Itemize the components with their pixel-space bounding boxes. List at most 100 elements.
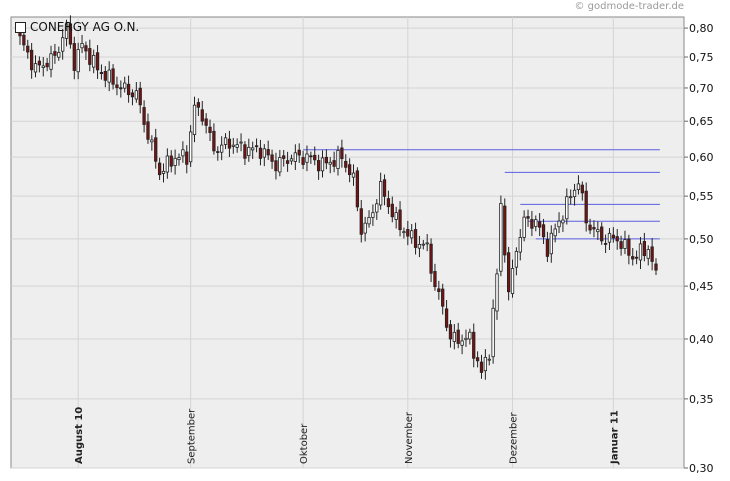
candle-body (336, 150, 340, 169)
candle-body (561, 219, 565, 224)
candle-body (192, 104, 197, 136)
candle-body (596, 229, 600, 233)
candle-body (514, 251, 519, 268)
candle-body (107, 69, 111, 83)
candle-body (146, 121, 150, 140)
candle-body (444, 308, 449, 328)
candle-body (406, 229, 410, 237)
candle-body (80, 43, 84, 49)
y-tick-label: 0,70 (689, 82, 714, 95)
candle-body (22, 34, 26, 46)
candle-body (340, 147, 344, 160)
candle-body (371, 212, 375, 218)
candle-body (181, 149, 185, 157)
candle-body (313, 154, 317, 161)
candle-body (565, 196, 569, 220)
candle-body (631, 256, 635, 260)
candle-body (119, 87, 123, 90)
candle-body (460, 340, 464, 346)
x-tick-label: Oktober (299, 423, 310, 464)
candle-body (421, 243, 425, 246)
x-axis: August 10 September Oktober November Dezembe… (74, 407, 620, 465)
candle-body (603, 243, 608, 245)
candle-body (627, 238, 631, 256)
candle-body (425, 242, 429, 245)
y-tick-label: 0,45 (689, 280, 714, 293)
candle-body (623, 239, 627, 249)
candle-body (580, 184, 584, 194)
x-tick-label: September (187, 408, 198, 464)
candle-body (111, 68, 115, 85)
candlesticks (18, 15, 658, 380)
y-tick-label: 0,40 (689, 333, 714, 346)
candle-body (375, 203, 379, 213)
source-credit: © godmode-trader.de (574, 1, 685, 12)
candle-body (270, 154, 274, 162)
candle-body (316, 160, 321, 172)
candle-body (553, 228, 557, 237)
candle-body (208, 126, 212, 133)
candle-body (301, 157, 305, 165)
candle-body (26, 45, 30, 53)
candle-body (506, 252, 511, 293)
candle-body (309, 155, 313, 158)
candle-body (522, 216, 526, 238)
candle-body (472, 331, 476, 359)
candle-body (545, 239, 550, 257)
candle-body (600, 226, 604, 242)
candle-body (188, 131, 193, 163)
candle-body (150, 139, 154, 143)
candle-body (499, 203, 503, 272)
candle-body (448, 324, 453, 340)
y-tick-label: 0,35 (689, 393, 714, 406)
candle-body (220, 144, 224, 153)
candle-body (37, 60, 42, 66)
candle-body (328, 161, 332, 165)
candle-body (64, 23, 69, 39)
candle-body (382, 179, 387, 197)
candle-body (359, 208, 363, 235)
candle-body (491, 307, 495, 358)
x-tick-label: Januar 11 (609, 410, 620, 465)
candle-body (569, 196, 573, 199)
candle-body (157, 162, 162, 176)
legend-swatch-icon (15, 21, 26, 33)
candle-body (95, 52, 100, 71)
candle-body (437, 288, 441, 292)
candle-body (495, 273, 499, 312)
candle-body (53, 51, 57, 56)
candle-body (534, 219, 538, 227)
y-tick-label: 0,80 (689, 22, 714, 35)
candle-body (231, 144, 235, 147)
candle-body (212, 130, 216, 152)
candle-body (456, 329, 460, 344)
candle-body (68, 23, 73, 45)
candle-body (320, 157, 325, 172)
candle-body (142, 107, 146, 125)
candle-body (235, 144, 239, 148)
candle-body (258, 147, 263, 159)
legend-label: CONERGY AG O.N. (30, 20, 140, 34)
candle-body (196, 102, 201, 108)
y-tick-label: 0,55 (689, 190, 714, 203)
plot-area (10, 16, 685, 469)
candle-body (84, 45, 88, 52)
candle-body (379, 181, 383, 206)
candle-body (216, 151, 220, 153)
candle-body (441, 288, 445, 307)
candle-body (363, 222, 367, 234)
candle-body (123, 82, 127, 89)
candle-body (654, 263, 658, 271)
candle-body (223, 137, 228, 145)
candle-body (305, 153, 309, 163)
candle-body (33, 63, 38, 73)
candle-body (413, 229, 418, 248)
candle-body (429, 243, 433, 274)
candle-body (185, 151, 189, 165)
candle-body (165, 155, 170, 173)
candle-body (239, 141, 243, 144)
candle-body (650, 246, 654, 262)
candle-body (169, 155, 173, 167)
candle-body (99, 72, 104, 74)
